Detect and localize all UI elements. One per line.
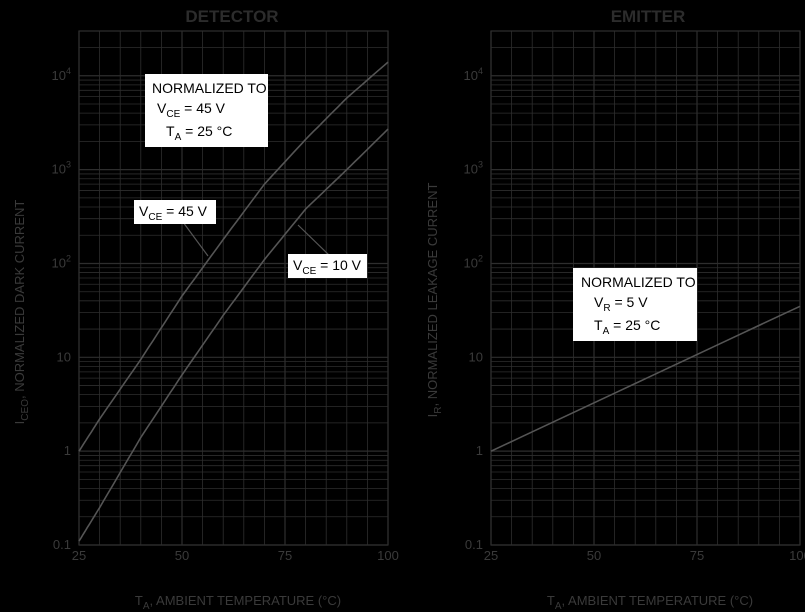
emitter-x-tick-label: 75: [690, 548, 704, 563]
emitter-y-tick-label: 0.1: [465, 537, 483, 552]
detector-chart: 0.1 1 10 102 103 104 25 50 75 100 DETECTOR TA, A…: [12, 7, 399, 612]
emitter-series-line-0: [490, 305, 801, 452]
emitter-x-ticks: 25 50 75 100: [484, 548, 805, 563]
emitter-y-tick-label: 103: [464, 160, 483, 177]
emitter-normalized-box: NORMALIZED TO VR = 5 V TA = 25 °C: [573, 268, 697, 341]
emitter-plot-frame: [490, 30, 801, 546]
emitter-x-tick-label: 25: [484, 548, 498, 563]
detector-series: [78, 61, 389, 542]
emitter-normalized-line2: VR = 5 V: [594, 294, 648, 314]
detector-label-10v-text: VCE = 10 V: [293, 257, 362, 277]
emitter-normalized-box-bg: [573, 268, 697, 341]
emitter-title: EMITTER: [611, 7, 686, 26]
detector-normalized-box-bg: [145, 74, 268, 147]
detector-y-tick-label: 104: [52, 66, 71, 83]
emitter-y-tick-label: 102: [464, 253, 483, 270]
detector-label-45v-text: VCE = 45 V: [139, 203, 208, 223]
emitter-normalized-line3: TA = 25 °C: [594, 317, 660, 337]
emitter-y-ticks: 0.1 1 10 102 103 104: [464, 66, 483, 552]
detector-normalized-box: NORMALIZED TO VCE = 45 V TA = 25 °C: [145, 74, 268, 147]
detector-leader-10v: [297, 224, 331, 257]
emitter-x-tick-label: 100: [789, 548, 805, 563]
detector-x-tick-label: 25: [72, 548, 86, 563]
detector-series-line-0: [78, 61, 389, 452]
detector-y-tick-label: 102: [52, 253, 71, 270]
emitter-y-tick-label: 104: [464, 66, 483, 83]
detector-normalized-line2: VCE = 45 V: [157, 100, 226, 120]
detector-y-tick-label: 103: [52, 160, 71, 177]
detector-title: DETECTOR: [185, 7, 278, 26]
detector-series-line-1: [78, 128, 389, 542]
emitter-y-tick-label: 1: [476, 443, 483, 458]
detector-series-label-10v: VCE = 10 V: [288, 224, 367, 278]
detector-plot-frame: [78, 30, 389, 546]
emitter-normalized-line1: NORMALIZED TO: [581, 274, 696, 290]
detector-series-label-45v: VCE = 45 V: [134, 200, 216, 257]
detector-x-tick-label: 50: [175, 548, 189, 563]
detector-x-tick-label: 75: [278, 548, 292, 563]
detector-y-axis-label: ICEO, NORMALIZED DARK CURRENT: [12, 200, 31, 425]
detector-normalized-line1: NORMALIZED TO: [152, 80, 267, 96]
emitter-x-axis-label: TA, AMBIENT TEMPERATURE (°C): [547, 593, 753, 612]
detector-y-tick-label: 10: [57, 349, 71, 364]
detector-leader-45v: [179, 217, 209, 257]
emitter-series: [490, 305, 801, 452]
emitter-chart: 0.1 1 10 102 103 104 25 50 75 100 EMITTER TA, AM…: [425, 7, 805, 612]
detector-y-tick-label: 1: [64, 443, 71, 458]
emitter-y-axis-label: IR, NORMALIZED LEAKAGE CURRENT: [425, 183, 444, 418]
detector-label-45v-bg: [134, 200, 216, 224]
detector-x-ticks: 25 50 75 100: [72, 548, 399, 563]
detector-label-10v-bg: [288, 254, 367, 278]
detector-x-tick-label: 100: [377, 548, 399, 563]
detector-x-axis-label: TA, AMBIENT TEMPERATURE (°C): [135, 593, 341, 612]
emitter-x-tick-label: 50: [587, 548, 601, 563]
detector-y-ticks: 0.1 1 10 102 103 104: [52, 66, 71, 552]
detector-y-tick-label: 0.1: [53, 537, 71, 552]
emitter-y-tick-label: 10: [469, 349, 483, 364]
detector-normalized-line3: TA = 25 °C: [166, 123, 232, 143]
